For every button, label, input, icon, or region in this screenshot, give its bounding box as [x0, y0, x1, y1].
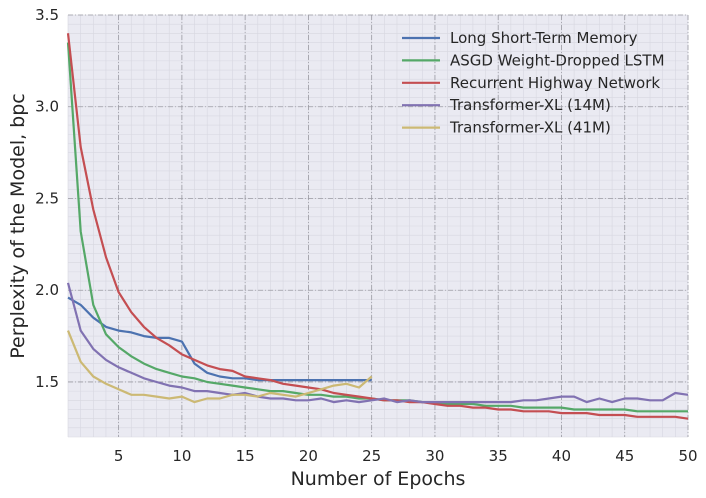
x-tick-label: 45 — [615, 447, 634, 465]
x-tick-label: 40 — [552, 447, 571, 465]
x-tick-label: 20 — [299, 447, 318, 465]
x-tick-label: 25 — [362, 447, 381, 465]
series-line-4 — [66, 282, 689, 404]
y-axis-ticks: 1.5 2.0 2.5 3.0 3.5 — [35, 6, 59, 391]
legend-label-5: Transformer-XL (41M) — [449, 119, 611, 137]
x-tick-label: 30 — [425, 447, 444, 465]
series-line-5 — [66, 330, 373, 404]
series-layer — [66, 33, 689, 420]
x-tick-label: 50 — [678, 447, 697, 465]
x-axis-label: Number of Epochs — [291, 468, 466, 490]
legend: Long Short-Term Memory ASGD Weight-Droppe… — [402, 29, 665, 137]
legend-label-4: Transformer-XL (14M) — [449, 96, 611, 114]
y-axis-label: Perplexity of the Model, bpc — [7, 93, 29, 359]
legend-label-2: ASGD Weight-Dropped LSTM — [450, 51, 665, 69]
x-tick-label: 5 — [114, 447, 124, 465]
y-tick-label: 3.5 — [35, 6, 59, 24]
series-line-1 — [67, 296, 372, 382]
y-tick-label: 1.5 — [35, 373, 59, 391]
x-tick-label: 35 — [489, 447, 508, 465]
x-tick-label: 10 — [172, 447, 191, 465]
legend-label-3: Recurrent Highway Network — [450, 74, 660, 92]
y-tick-label: 2.0 — [35, 281, 59, 299]
x-axis-ticks: 5 10 15 20 25 30 35 40 45 50 — [114, 447, 698, 465]
major-grid — [68, 14, 689, 437]
y-tick-label: 2.5 — [35, 189, 59, 207]
y-tick-label: 3.0 — [35, 98, 59, 116]
x-tick-label: 15 — [236, 447, 255, 465]
legend-label-1: Long Short-Term Memory — [450, 29, 638, 47]
